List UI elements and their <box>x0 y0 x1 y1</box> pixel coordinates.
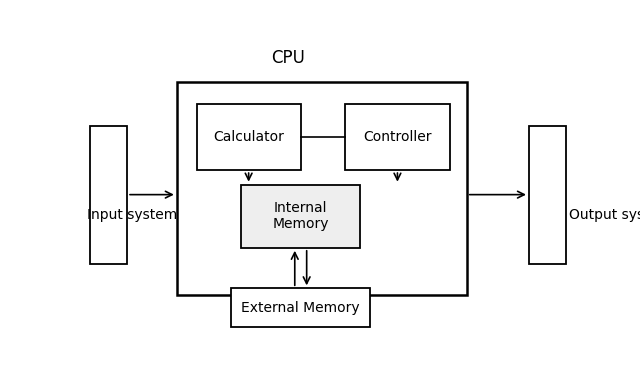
Text: External Memory: External Memory <box>241 301 360 315</box>
Text: Internal
Memory: Internal Memory <box>273 201 329 232</box>
FancyBboxPatch shape <box>231 288 370 327</box>
Text: Output system: Output system <box>568 208 640 222</box>
FancyBboxPatch shape <box>90 126 127 264</box>
FancyBboxPatch shape <box>529 126 566 264</box>
Text: Input system: Input system <box>88 208 178 222</box>
FancyBboxPatch shape <box>346 104 449 170</box>
Text: Calculator: Calculator <box>213 130 284 144</box>
Text: Controller: Controller <box>363 130 432 144</box>
Text: CPU: CPU <box>271 49 305 67</box>
FancyBboxPatch shape <box>241 184 360 248</box>
FancyBboxPatch shape <box>196 104 301 170</box>
FancyBboxPatch shape <box>177 82 467 295</box>
